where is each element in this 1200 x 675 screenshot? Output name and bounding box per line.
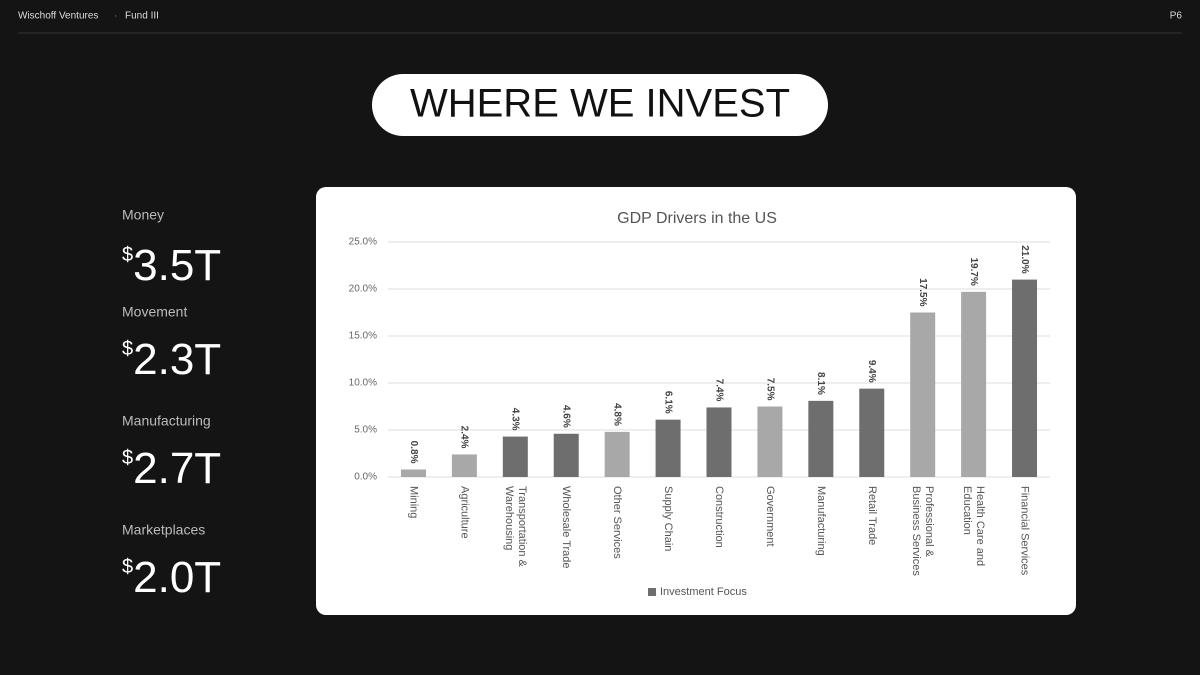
bar <box>655 419 681 477</box>
legend-swatch <box>648 588 656 596</box>
value-label: 7.5% <box>764 378 775 401</box>
stat-value: $3.5T <box>122 241 221 290</box>
value-label: 4.8% <box>612 403 623 426</box>
y-tick-label: 10.0% <box>349 378 377 389</box>
label-line: Transportation & <box>516 486 528 568</box>
x-tick-label: Health Care andEducation <box>961 486 986 566</box>
stat-symbol: $ <box>122 244 133 266</box>
x-tick-label: Mining <box>408 486 420 518</box>
label-line: Government <box>764 486 776 547</box>
bar <box>553 433 579 477</box>
value-label: 0.8% <box>408 441 419 464</box>
legend-label: Investment Focus <box>660 586 747 598</box>
y-tick-label: 5.0% <box>354 425 377 436</box>
stat-number: 2.3T <box>133 335 221 384</box>
stat-symbol: $ <box>122 338 133 360</box>
value-label: 6.1% <box>662 391 673 414</box>
value-label: 4.6% <box>561 405 572 428</box>
stat-symbol: $ <box>122 447 133 469</box>
x-tick-label: Agriculture <box>458 486 470 539</box>
bar <box>757 406 783 477</box>
y-tick-label: 15.0% <box>349 331 377 342</box>
label-line: Agriculture <box>458 486 470 539</box>
stat-value: $2.7T <box>122 444 221 493</box>
stat-value: $2.3T <box>122 335 221 384</box>
separator: · <box>114 11 117 22</box>
value-label: 7.4% <box>713 379 724 402</box>
y-tick-label: 0.0% <box>354 472 377 483</box>
stat-label: Manufacturing <box>122 413 211 429</box>
title-pill <box>372 74 828 136</box>
stat-value: $2.0T <box>122 553 221 602</box>
bar <box>1012 279 1038 477</box>
label-line: Warehousing <box>503 486 515 550</box>
label-line: Wholesale Trade <box>560 486 572 569</box>
value-label: 19.7% <box>968 257 979 285</box>
bar <box>400 469 426 477</box>
bar <box>808 400 834 477</box>
stat-symbol: $ <box>122 556 133 578</box>
value-label: 21.0% <box>1019 245 1030 273</box>
label-line: Education <box>961 486 973 535</box>
bar <box>451 454 477 477</box>
label-line: Health Care and <box>974 486 986 566</box>
label-line: Manufacturing <box>815 486 827 556</box>
brand: Wischoff Ventures <box>18 11 98 22</box>
x-tick-label: Supply Chain <box>662 486 674 551</box>
x-tick-label: Transportation &Warehousing <box>503 486 528 568</box>
stat-label: Money <box>122 207 164 223</box>
bar <box>910 312 936 477</box>
bar <box>706 407 732 477</box>
value-label: 17.5% <box>917 278 928 306</box>
label-line: Retail Trade <box>866 486 878 545</box>
stat-label: Marketplaces <box>122 522 205 538</box>
y-tick-label: 25.0% <box>349 237 377 248</box>
label-line: Financial Services <box>1019 486 1031 576</box>
x-tick-label: Financial Services <box>1019 486 1031 576</box>
value-label: 9.4% <box>866 360 877 383</box>
page-number: P6 <box>1170 11 1183 22</box>
label-line: Construction <box>713 486 725 548</box>
stat-number: 2.7T <box>133 444 221 493</box>
chart-title: GDP Drivers in the US <box>617 210 777 227</box>
stat-label: Movement <box>122 304 187 320</box>
y-tick-label: 20.0% <box>349 284 377 295</box>
x-tick-label: Government <box>764 486 776 547</box>
label-line: Business Services <box>910 486 922 576</box>
bar <box>961 291 987 477</box>
x-tick-label: Manufacturing <box>815 486 827 556</box>
value-label: 8.1% <box>815 372 826 395</box>
bar <box>604 431 630 477</box>
x-tick-label: Wholesale Trade <box>560 486 572 569</box>
x-tick-label: Retail Trade <box>866 486 878 545</box>
bar <box>502 436 528 477</box>
label-line: Mining <box>408 486 420 518</box>
x-tick-label: Professional &Business Services <box>910 486 935 576</box>
label-line: Supply Chain <box>662 486 674 551</box>
chart-panel <box>316 187 1076 615</box>
label-line: Professional & <box>923 486 935 558</box>
value-label: 2.4% <box>459 426 470 449</box>
fund: Fund III <box>125 11 159 22</box>
bar <box>859 388 885 477</box>
x-tick-label: Other Services <box>611 486 623 559</box>
slide-title: WHERE WE INVEST <box>410 82 790 126</box>
value-label: 4.3% <box>510 408 521 431</box>
x-tick-label: Construction <box>713 486 725 548</box>
stat-number: 3.5T <box>133 241 221 290</box>
stat-number: 2.0T <box>133 553 221 602</box>
label-line: Other Services <box>611 486 623 559</box>
